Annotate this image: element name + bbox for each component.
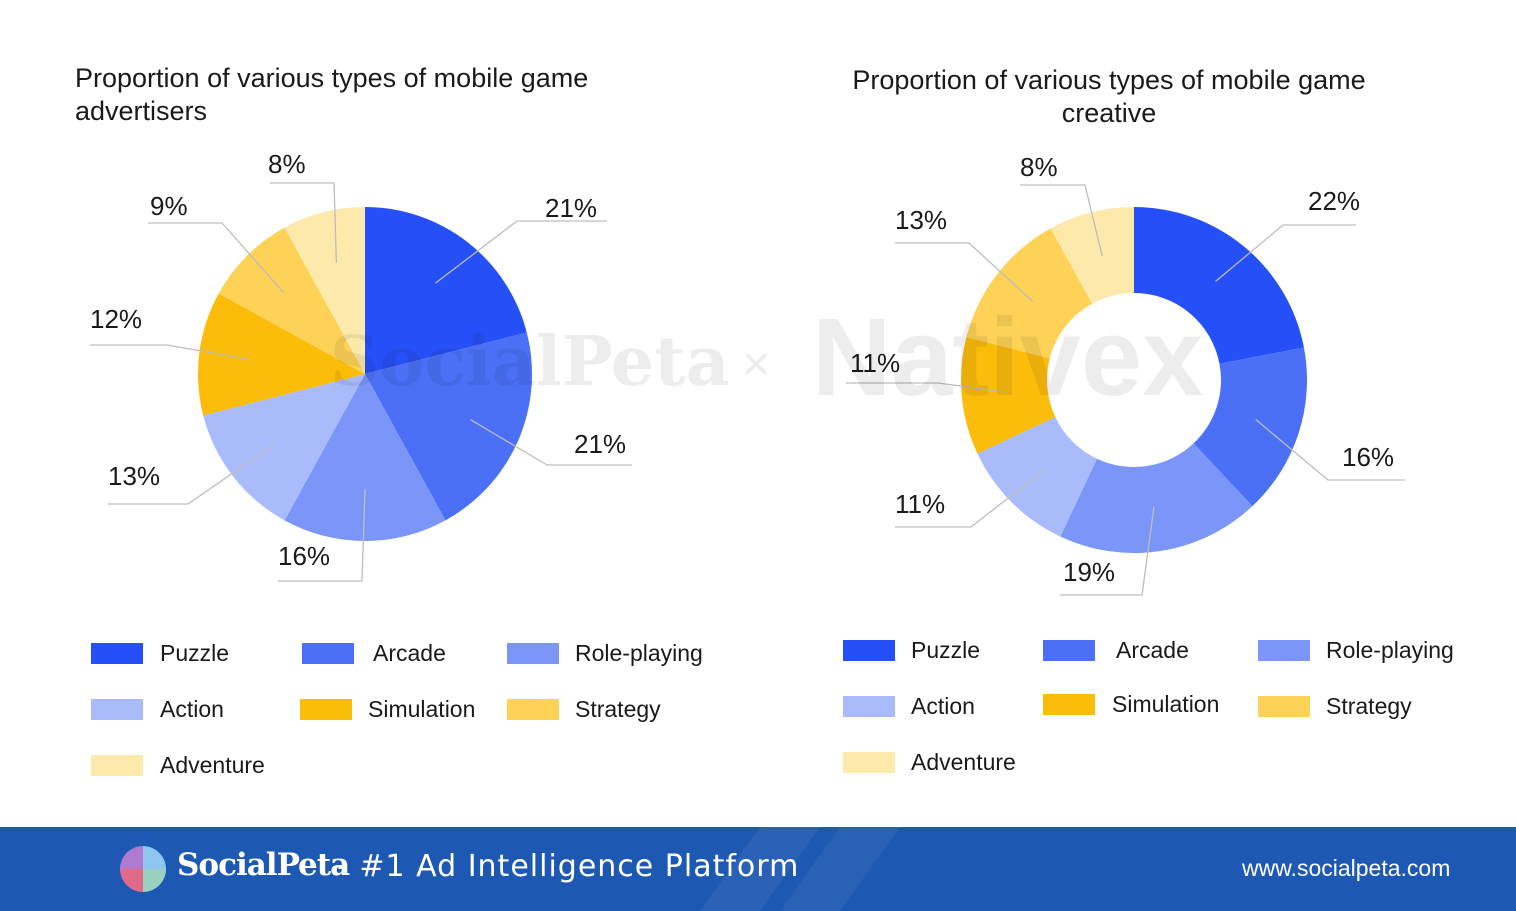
legend-label-puzzle: Puzzle (160, 640, 230, 666)
legend-item-simulation: Simulation (1043, 689, 1219, 719)
legend-swatch-arcade (302, 642, 354, 664)
slice-puzzle (1134, 207, 1304, 364)
chart-title-advertisers: Proportion of various types of mobile ga… (75, 63, 589, 126)
data-label-strategy: 13% (895, 205, 947, 235)
slice-role-playing (1060, 443, 1253, 553)
data-label-action: 13% (108, 461, 160, 491)
slice-strategy (966, 228, 1093, 359)
legend-label-role-playing: Role-playing (1326, 637, 1454, 663)
legend-item-strategy: Strategy (1258, 691, 1412, 721)
leader-line-strategy (148, 222, 285, 294)
leader-line-puzzle (435, 220, 607, 284)
footer-tagline: - #1 Ad Intelligence Platform (337, 849, 800, 884)
slice-arcade (365, 332, 533, 521)
legend-label-action: Action (911, 693, 975, 719)
legend-item-strategy: Strategy (507, 694, 661, 724)
legend-label-strategy: Strategy (575, 696, 661, 722)
legend-item-puzzle: Puzzle (843, 635, 980, 665)
footer-url[interactable]: www.socialpeta.com (1242, 855, 1451, 881)
leader-line-action (108, 443, 275, 505)
slice-action (203, 374, 365, 521)
footer-background (700, 827, 900, 911)
legend-label-simulation: Simulation (1112, 691, 1220, 717)
leader-line-arcade (1255, 419, 1405, 481)
legend-label-action: Action (160, 696, 224, 722)
leader-line-simulation (90, 344, 252, 361)
slice-strategy (218, 227, 365, 374)
leader-line-adventure (1020, 184, 1103, 257)
slice-action (977, 417, 1097, 537)
legend-label-puzzle: Puzzle (911, 637, 981, 663)
legend-item-arcade: Arcade (1043, 635, 1189, 665)
leader-line-simulation (846, 382, 1007, 393)
legend-swatch-action (843, 695, 895, 717)
legend-item-action: Action (91, 694, 224, 724)
data-label-simulation: 11% (850, 348, 900, 378)
legend-swatch-adventure (91, 754, 143, 776)
data-label-arcade: 16% (1342, 442, 1394, 472)
pie-chart-advertisers: 21% 21% 16% 13% 12% 9% 8% (90, 149, 632, 582)
legend-swatch-action (91, 698, 143, 720)
data-label-strategy: 9% (150, 191, 188, 221)
legend-label-adventure: Adventure (911, 749, 1016, 775)
slice-adventure (284, 207, 365, 374)
leader-line-adventure (270, 182, 338, 263)
slice-arcade (1193, 347, 1307, 507)
legend-label-arcade: Arcade (373, 640, 446, 666)
data-label-puzzle: 21% (545, 193, 597, 223)
legend-swatch-strategy (1258, 695, 1310, 717)
footer-bar: SocialPeta - #1 Ad Intelligence Platform… (0, 827, 1516, 911)
legend-label-role-playing: Role-playing (575, 640, 703, 666)
legend-swatch-simulation (300, 698, 352, 720)
legend-item-simulation: Simulation (300, 694, 475, 724)
legend-swatch-puzzle (843, 639, 895, 661)
data-label-action: 11% (895, 489, 945, 519)
donut-chart-creative: 22% 16% 19% 11% 11% 13% 8% (846, 152, 1405, 596)
legend-label-strategy: Strategy (1326, 693, 1412, 719)
data-label-role-playing: 16% (278, 541, 330, 571)
socialpeta-logo-icon (120, 846, 166, 892)
data-label-adventure: 8% (268, 149, 306, 179)
slice-simulation (961, 336, 1056, 454)
legend-swatch-role-playing (507, 642, 559, 664)
leader-line-strategy (895, 242, 1034, 303)
slice-simulation (198, 293, 365, 416)
slice-role-playing (284, 374, 446, 541)
chart-title-creative: Proportion of various types of mobile ga… (852, 65, 1366, 128)
legend-item-role-playing: Role-playing (507, 638, 703, 668)
legend-item-adventure: Adventure (843, 747, 1016, 777)
data-label-adventure: 8% (1020, 152, 1058, 182)
footer-brand: SocialPeta (177, 847, 350, 883)
legend-item-puzzle: Puzzle (91, 638, 229, 668)
legend-item-action: Action (843, 691, 975, 721)
legend-swatch-strategy (507, 698, 559, 720)
legend-item-role-playing: Role-playing (1258, 635, 1454, 665)
legend-label-simulation: Simulation (368, 696, 476, 722)
legend-swatch-simulation (1043, 693, 1095, 715)
slice-puzzle (365, 207, 527, 374)
legend-label-arcade: Arcade (1116, 637, 1189, 663)
data-label-puzzle: 22% (1308, 186, 1360, 216)
leader-line-arcade (470, 419, 632, 466)
legend-item-adventure: Adventure (91, 750, 265, 780)
legend-swatch-role-playing (1258, 639, 1310, 661)
data-label-simulation: 12% (90, 304, 142, 334)
legend-swatch-arcade (1043, 639, 1095, 661)
legend-item-arcade: Arcade (302, 638, 446, 668)
data-label-role-playing: 19% (1063, 557, 1115, 587)
chart-area: Proportion of various types of mobile ga… (75, 63, 1454, 780)
data-label-arcade: 21% (574, 429, 626, 459)
legend-swatch-puzzle (91, 642, 143, 664)
leader-line-role-playing (1060, 506, 1155, 596)
leader-line-role-playing (278, 488, 366, 582)
legend-label-adventure: Adventure (160, 752, 265, 778)
slice-adventure (1050, 207, 1134, 304)
legend-swatch-adventure (843, 751, 895, 773)
leader-line-action (895, 469, 1044, 528)
leader-line-puzzle (1215, 224, 1356, 282)
